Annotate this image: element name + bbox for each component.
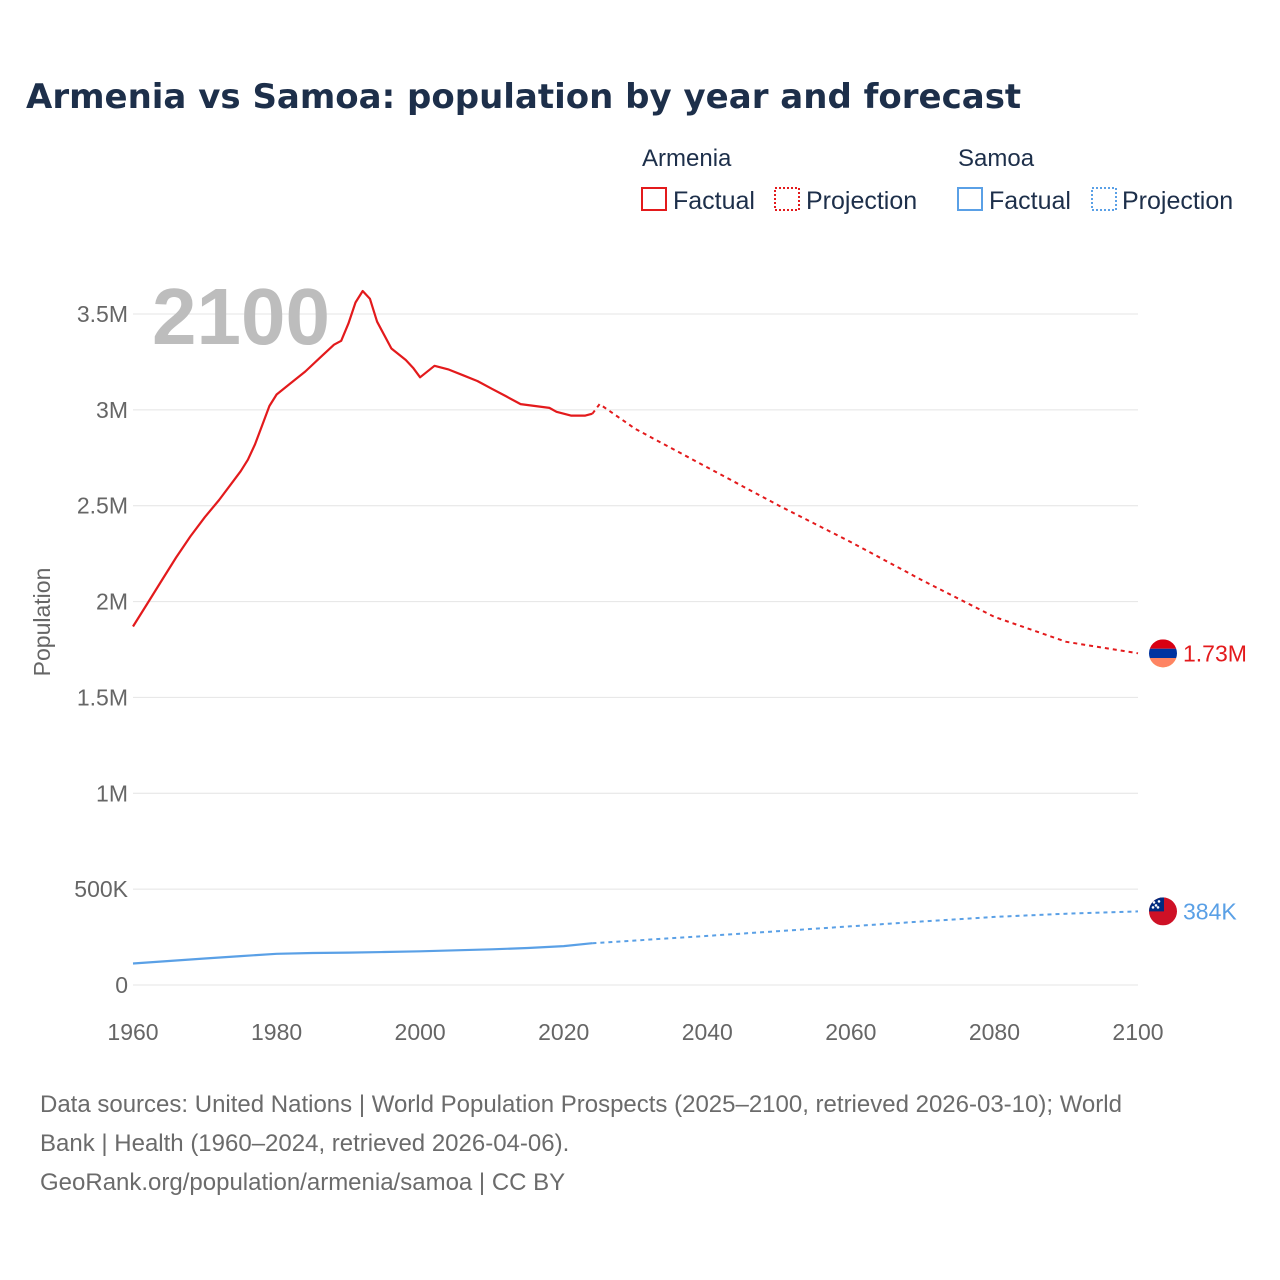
y-tick-label-6: 3M [96,397,128,423]
legend-label-armenia-factual: Factual [673,187,755,215]
series-lines [132,289,1139,965]
y-tick-label-5: 2.5M [77,493,128,519]
legend-swatch-samoa-factual [957,187,983,211]
end-label-samoa: 384K [1183,898,1237,924]
x-tick-label-3: 2020 [538,1019,589,1045]
legend-label-samoa-factual: Factual [989,187,1071,215]
x-tick-label-4: 2040 [682,1019,733,1045]
y-tick-label-7: 3.5M [77,301,128,327]
y-axis-title: Population [29,568,55,677]
legend-swatch-armenia-factual [641,187,667,211]
x-tick-label-2: 2000 [395,1019,446,1045]
x-tick-label-0: 1960 [107,1019,158,1045]
x-tick-label-1: 1980 [251,1019,302,1045]
line-armenia-projection [591,402,1139,655]
line-samoa-factual [132,942,593,965]
line-samoa-projection [592,910,1139,945]
footer-sources-line2: Bank | Health (1960–2024, retrieved 2026… [40,1130,569,1157]
x-tick-label-6: 2080 [969,1019,1020,1045]
end-markers: 1.73M 384K [1149,639,1247,926]
legend-swatch-samoa-projection [1091,187,1117,211]
chart-title: Armenia vs Samoa: population by year and… [26,77,1021,117]
legend-label-samoa-projection: Projection [1122,187,1233,215]
y-tick-label-2: 1M [96,780,128,806]
legend-group-samoa: Samoa [958,145,1035,172]
x-tick-label-5: 2060 [825,1019,876,1045]
y-tick-label-0: 0 [115,972,128,998]
legend-group-armenia: Armenia [642,145,732,172]
grid-lines [133,313,1138,986]
x-axis-ticks: 1960 1980 2000 2020 2040 2060 2080 2100 [107,1019,1163,1045]
end-label-armenia: 1.73M [1183,640,1247,666]
footer-credit: GeoRank.org/population/armenia/samoa | C… [40,1169,565,1196]
legend-label-armenia-projection: Projection [806,187,917,215]
y-axis-ticks: 0 500K 1M 1.5M 2M 2.5M 3M 3.5M [74,301,128,998]
year-watermark: 2100 [152,272,330,361]
legend-swatch-armenia-projection [774,187,800,211]
legend: Armenia Factual Projection Samoa Factual… [641,145,1233,215]
x-tick-label-7: 2100 [1112,1019,1163,1045]
line-armenia-factual [132,289,593,628]
flag-armenia-icon [1149,639,1177,668]
y-tick-label-1: 500K [74,876,128,902]
footer-sources-line1: Data sources: United Nations | World Pop… [40,1091,1122,1118]
y-tick-label-3: 1.5M [77,684,128,710]
flag-samoa-icon [1149,897,1177,926]
y-tick-label-4: 2M [96,589,128,615]
